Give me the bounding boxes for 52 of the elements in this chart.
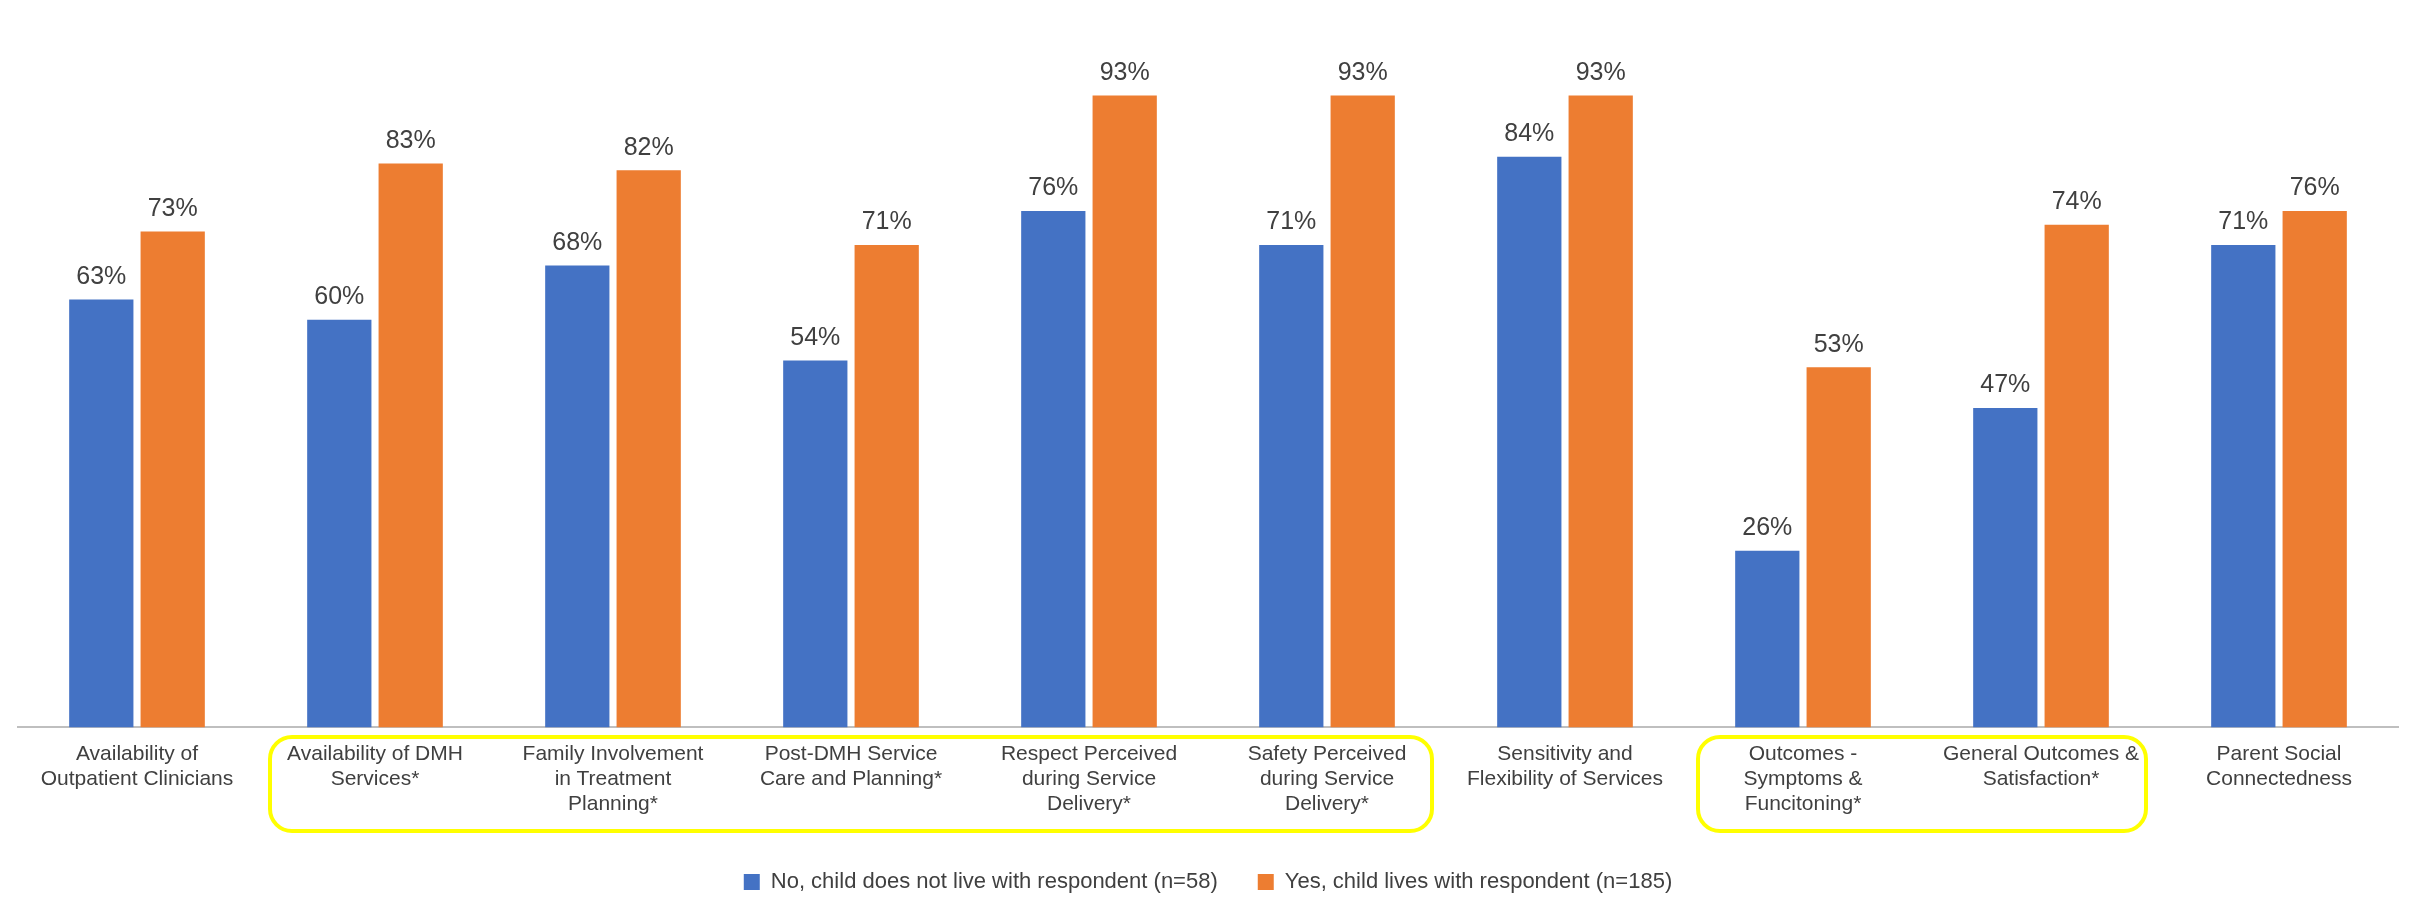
data-label: 47% — [1980, 369, 2031, 398]
bar — [140, 231, 205, 728]
data-label: 82% — [623, 131, 674, 160]
data-label: 74% — [2051, 186, 2102, 215]
bar — [2211, 245, 2276, 728]
bar — [545, 265, 610, 728]
data-label: 83% — [385, 124, 436, 153]
bar — [616, 170, 681, 728]
bar — [1806, 367, 1871, 728]
bar — [307, 319, 372, 728]
data-label: 73% — [147, 192, 198, 221]
data-label: 71% — [2218, 206, 2269, 235]
bar — [2282, 211, 2347, 728]
data-label: 63% — [76, 260, 127, 289]
x-tick-label: Respect Perceived during Service Delivery* — [1000, 740, 1178, 815]
bar — [783, 360, 848, 728]
x-tick-label: Availability of DMH Services* — [287, 740, 463, 789]
bar — [69, 299, 134, 728]
data-label: 26% — [1742, 512, 1793, 541]
bar — [1330, 95, 1395, 728]
x-tick-label: General Outcomes & Satisfaction* — [1942, 740, 2140, 789]
x-tick-label: Family Involvement in Treatment Planning* — [522, 740, 704, 815]
bar — [1259, 245, 1324, 728]
data-label: 71% — [861, 206, 912, 235]
bar — [1735, 550, 1800, 728]
data-label: 60% — [314, 281, 365, 310]
data-label: 71% — [1266, 206, 1317, 235]
bar — [1092, 95, 1157, 728]
x-tick-label: Outcomes - Symptoms & Funcitoning* — [1743, 740, 1863, 815]
x-tick-label: Parent Social Connectedness — [2206, 740, 2352, 789]
data-label: 76% — [2289, 172, 2340, 201]
legend-label: Yes, child lives with respondent (n=185) — [1284, 868, 1673, 894]
data-label: 93% — [1099, 56, 1150, 85]
data-label: 54% — [790, 321, 841, 350]
bar — [1497, 156, 1562, 728]
bar — [1568, 95, 1633, 728]
data-label: 68% — [552, 226, 603, 255]
x-tick-label: Safety Perceived during Service Delivery* — [1247, 740, 1407, 815]
data-label: 93% — [1337, 56, 1388, 85]
data-label: 93% — [1575, 56, 1626, 85]
bar — [1973, 408, 2038, 728]
data-label: 76% — [1028, 172, 1079, 201]
x-tick-label: Availability of Outpatient Clinicians — [40, 740, 234, 789]
bar — [854, 245, 919, 728]
data-label: 53% — [1813, 328, 1864, 357]
x-tick-label: Sensitivity and Flexibility of Services — [1466, 740, 1664, 789]
data-label: 84% — [1504, 118, 1555, 147]
x-tick-label: Post-DMH Service Care and Planning* — [759, 740, 943, 789]
legend-label: No, child does not live with respondent (n=58) — [770, 868, 1218, 894]
bar — [378, 163, 443, 728]
bar — [2044, 224, 2109, 728]
bar — [1021, 211, 1086, 728]
